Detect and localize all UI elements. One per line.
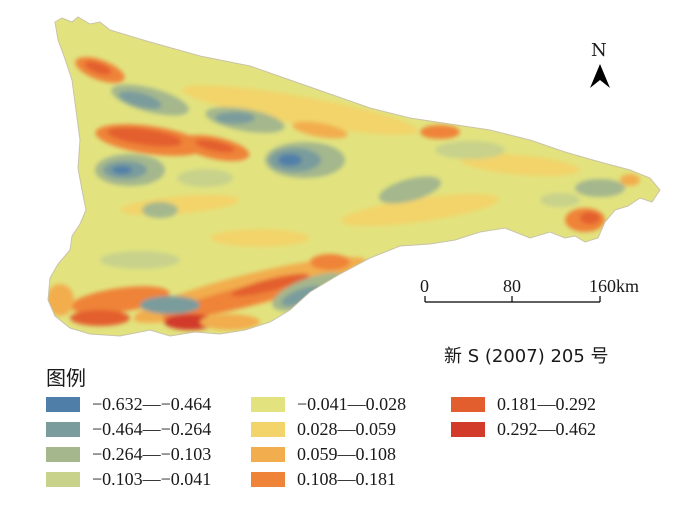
legend-item: 0.181—0.292 [451,393,596,415]
legend-item: −0.041—0.028 [251,393,406,415]
legend-item: 0.292—0.462 [451,418,596,440]
value-surface [48,17,660,336]
legend-swatch [46,396,80,412]
map-approval-number: 新 S (2007) 205 号 [444,346,609,367]
legend-label: −0.041—0.028 [297,393,407,414]
legend-swatch [451,396,485,412]
legend-label: −0.632—−0.464 [92,393,212,414]
legend-swatch [251,421,285,437]
legend-label: 0.059—0.108 [297,443,396,464]
scale-bar [424,296,601,303]
scale-tick-160: 160km [589,276,640,296]
legend-label: 0.292—0.462 [497,418,596,439]
legend-item: −0.464—−0.264 [46,418,211,440]
legend-label: −0.464—−0.264 [92,418,212,439]
legend-label: 0.108—0.181 [297,468,396,489]
legend-label: −0.103—−0.041 [92,468,212,489]
legend-swatch [251,446,285,462]
legend-swatch [451,421,485,437]
north-label: N [591,40,607,61]
legend-swatch [251,396,285,412]
legend-item: 0.108—0.181 [251,468,396,490]
legend-label: 0.028—0.059 [297,418,396,439]
legend-label: 0.181—0.292 [497,393,596,414]
region-boundary [47,16,661,337]
legend-title: 图例 [46,366,86,390]
legend-swatch [46,446,80,462]
legend-swatch [251,471,285,487]
legend-label: −0.264—−0.103 [92,443,212,464]
legend-item: −0.632—−0.464 [46,393,211,415]
scale-tick-0: 0 [420,276,429,296]
scale-tick-80: 80 [503,276,521,296]
legend-item: 0.059—0.108 [251,443,396,465]
legend-item: −0.264—−0.103 [46,443,211,465]
legend-item: 0.028—0.059 [251,418,396,440]
legend-swatch [46,421,80,437]
legend-swatch [46,471,80,487]
legend-item: −0.103—−0.041 [46,468,211,490]
north-arrow-icon [590,64,610,88]
